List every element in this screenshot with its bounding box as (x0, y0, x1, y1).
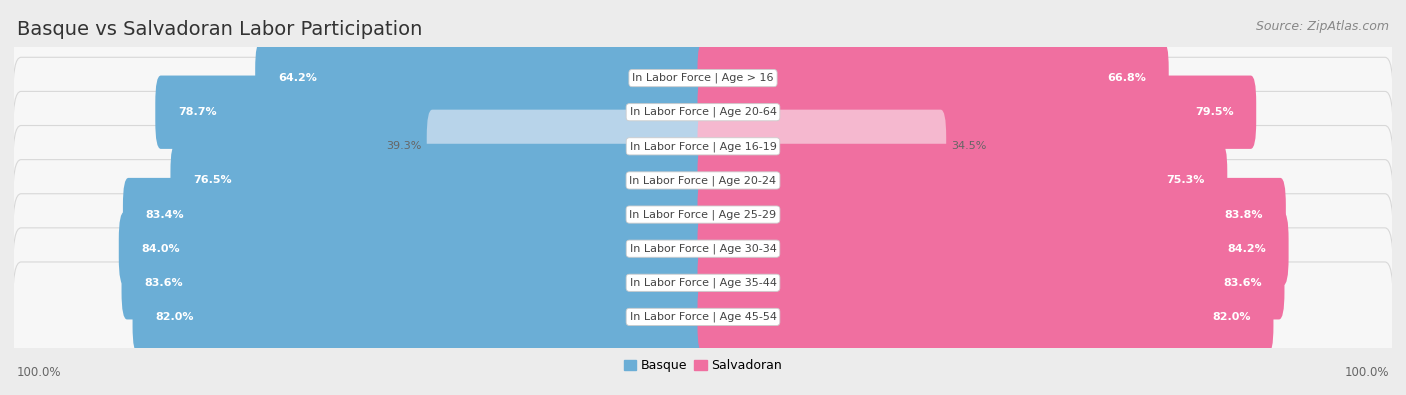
FancyBboxPatch shape (13, 23, 1393, 133)
Text: 82.0%: 82.0% (155, 312, 194, 322)
FancyBboxPatch shape (13, 91, 1393, 201)
FancyBboxPatch shape (132, 280, 709, 354)
Text: 66.8%: 66.8% (1107, 73, 1146, 83)
FancyBboxPatch shape (697, 246, 1285, 320)
FancyBboxPatch shape (122, 178, 709, 251)
FancyBboxPatch shape (13, 160, 1393, 269)
Text: 83.8%: 83.8% (1225, 210, 1263, 220)
Text: 79.5%: 79.5% (1195, 107, 1233, 117)
Text: In Labor Force | Age 25-29: In Labor Force | Age 25-29 (630, 209, 776, 220)
Text: In Labor Force | Age 45-54: In Labor Force | Age 45-54 (630, 312, 776, 322)
FancyBboxPatch shape (427, 110, 709, 183)
FancyBboxPatch shape (697, 280, 1274, 354)
Text: In Labor Force | Age > 16: In Labor Force | Age > 16 (633, 73, 773, 83)
FancyBboxPatch shape (697, 41, 1168, 115)
Text: In Labor Force | Age 35-44: In Labor Force | Age 35-44 (630, 278, 776, 288)
FancyBboxPatch shape (170, 144, 709, 217)
FancyBboxPatch shape (13, 228, 1393, 338)
FancyBboxPatch shape (13, 57, 1393, 167)
Text: In Labor Force | Age 20-24: In Labor Force | Age 20-24 (630, 175, 776, 186)
FancyBboxPatch shape (118, 212, 709, 285)
FancyBboxPatch shape (13, 126, 1393, 235)
Text: 76.5%: 76.5% (193, 175, 232, 185)
Text: 78.7%: 78.7% (179, 107, 217, 117)
Text: In Labor Force | Age 30-34: In Labor Force | Age 30-34 (630, 243, 776, 254)
Text: 100.0%: 100.0% (17, 366, 62, 379)
FancyBboxPatch shape (254, 41, 709, 115)
Text: 82.0%: 82.0% (1212, 312, 1251, 322)
FancyBboxPatch shape (697, 110, 946, 183)
FancyBboxPatch shape (697, 75, 1256, 149)
Legend: Basque, Salvadoran: Basque, Salvadoran (619, 354, 787, 377)
Text: 75.3%: 75.3% (1166, 175, 1205, 185)
Text: In Labor Force | Age 16-19: In Labor Force | Age 16-19 (630, 141, 776, 152)
Text: 83.4%: 83.4% (146, 210, 184, 220)
Text: 83.6%: 83.6% (1223, 278, 1261, 288)
Text: In Labor Force | Age 20-64: In Labor Force | Age 20-64 (630, 107, 776, 117)
Text: 100.0%: 100.0% (1344, 366, 1389, 379)
Text: Basque vs Salvadoran Labor Participation: Basque vs Salvadoran Labor Participation (17, 20, 422, 39)
FancyBboxPatch shape (697, 212, 1289, 285)
FancyBboxPatch shape (697, 144, 1227, 217)
Text: 39.3%: 39.3% (387, 141, 422, 151)
FancyBboxPatch shape (155, 75, 709, 149)
Text: Source: ZipAtlas.com: Source: ZipAtlas.com (1256, 20, 1389, 33)
Text: 84.0%: 84.0% (142, 244, 180, 254)
Text: 84.2%: 84.2% (1227, 244, 1265, 254)
FancyBboxPatch shape (121, 246, 709, 320)
FancyBboxPatch shape (13, 262, 1393, 372)
Text: 64.2%: 64.2% (278, 73, 316, 83)
FancyBboxPatch shape (13, 194, 1393, 304)
FancyBboxPatch shape (697, 178, 1286, 251)
Text: 83.6%: 83.6% (145, 278, 183, 288)
Text: 34.5%: 34.5% (950, 141, 987, 151)
